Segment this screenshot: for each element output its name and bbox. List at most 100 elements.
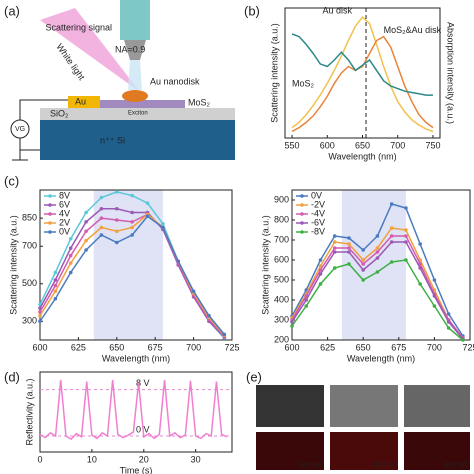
point — [375, 250, 380, 254]
point — [418, 266, 422, 270]
point — [99, 206, 104, 211]
point — [375, 246, 380, 250]
y-tick-label: 700 — [22, 241, 37, 251]
series-line — [291, 33, 433, 96]
point — [389, 240, 394, 244]
point — [347, 242, 351, 246]
label: Scattering signal — [45, 22, 112, 32]
objective-tip — [124, 40, 146, 60]
legend-label: MoS₂&Au disk — [384, 25, 442, 35]
point — [53, 278, 58, 282]
x-tick-label: 600 — [32, 342, 47, 352]
point — [332, 246, 337, 250]
point — [130, 210, 134, 215]
point — [115, 218, 119, 222]
point — [389, 226, 394, 230]
point — [347, 236, 351, 240]
point — [145, 214, 150, 219]
y-axis-label: Scattering intensity (a.u.) — [260, 215, 270, 315]
legend-marker — [300, 230, 304, 234]
y-tick-label: 700 — [274, 234, 289, 244]
x-axis-label: Time (s) — [120, 465, 153, 474]
point — [53, 289, 58, 294]
point — [161, 225, 165, 230]
point — [332, 250, 337, 254]
point — [53, 296, 58, 301]
x-tick-label: 650 — [355, 140, 370, 150]
au-pad — [68, 96, 100, 108]
device-diagram: Scattering signal NA=0.9 White light Au … — [10, 0, 235, 161]
map-image — [330, 432, 398, 470]
legend-marker — [300, 203, 304, 207]
label: VG — [15, 126, 25, 133]
point — [304, 304, 309, 308]
point — [332, 240, 337, 244]
x-tick-label: 20 — [139, 454, 149, 464]
point — [115, 206, 119, 211]
point — [446, 326, 451, 330]
legend-label: 2V — [59, 217, 70, 227]
point — [38, 313, 42, 318]
point — [318, 268, 323, 272]
sio2-layer — [40, 108, 235, 120]
y-axis-label: Scattering intensity (a.u.) — [8, 215, 18, 315]
point — [304, 298, 309, 302]
legend-marker — [48, 212, 52, 216]
point — [347, 246, 351, 250]
point — [176, 259, 181, 264]
point — [84, 229, 88, 234]
y-tick-label: 200 — [274, 334, 289, 344]
point — [99, 216, 104, 220]
panel-label: (c) — [4, 173, 19, 188]
label: Au nanodisk — [150, 76, 200, 86]
map-image — [404, 432, 470, 470]
point — [161, 221, 165, 226]
series-line — [291, 35, 434, 133]
x-tick-label: 600 — [320, 140, 335, 150]
x-tick-label: 675 — [148, 342, 163, 352]
point — [53, 283, 58, 288]
point — [432, 294, 437, 298]
legend-label: Au disk — [323, 5, 353, 15]
x-tick-label: 625 — [71, 342, 86, 352]
legend-marker — [300, 194, 304, 198]
point — [99, 233, 104, 237]
label: Au — [75, 96, 86, 106]
point — [332, 234, 337, 238]
x-axis-label: Wavelength (nm) — [347, 353, 415, 363]
panel-label: (a) — [4, 3, 20, 18]
point — [130, 225, 134, 230]
x-tick-label: 650 — [356, 342, 371, 352]
point — [432, 304, 437, 308]
x-tick-label: 725 — [462, 342, 474, 352]
y-tick-label: 900 — [274, 194, 289, 204]
highlight-band — [341, 190, 406, 340]
point — [432, 278, 437, 282]
point — [191, 289, 196, 294]
legend-label: 6V — [59, 199, 70, 209]
point — [115, 229, 119, 234]
point — [418, 242, 422, 246]
point — [207, 313, 211, 318]
map-image — [256, 432, 324, 470]
point — [318, 282, 323, 286]
legend-label: -8V — [311, 226, 325, 236]
point — [404, 258, 408, 262]
point — [404, 240, 408, 244]
y-tick-label: 800 — [274, 214, 289, 224]
y-tick-label: 500 — [274, 274, 289, 284]
point — [53, 270, 58, 275]
point — [404, 234, 408, 238]
label: SiO₂ — [50, 108, 69, 118]
legend-label: 4V — [59, 208, 70, 218]
point — [389, 260, 394, 264]
x-tick-label: 725 — [224, 342, 239, 352]
point — [130, 193, 134, 198]
legend-marker — [48, 230, 52, 234]
legend-marker — [300, 212, 304, 216]
level-label: 8 V — [136, 378, 150, 388]
point — [318, 272, 323, 276]
point — [404, 206, 408, 210]
point — [130, 233, 134, 237]
